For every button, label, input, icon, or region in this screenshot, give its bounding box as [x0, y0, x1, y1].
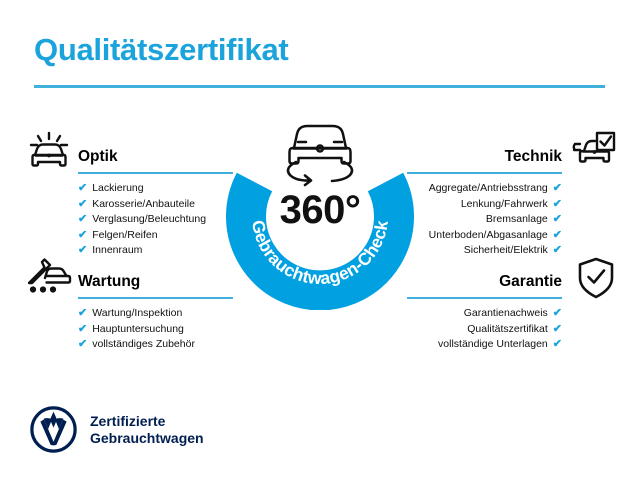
- footer-brand: Zertifizierte Gebrauchtwagen: [30, 406, 204, 453]
- list-item-label: vollständige Unterlagen: [438, 338, 548, 350]
- badge-ring: [226, 172, 414, 310]
- list-item-label: Verglasung/Beleuchtung: [92, 213, 207, 225]
- check-icon: ✔: [552, 338, 562, 350]
- list-item: ✔ Wartung/Inspektion: [78, 306, 233, 322]
- section-header: Wartung: [78, 265, 233, 299]
- badge-degrees: 360°: [279, 188, 361, 232]
- checklist-garantie: ✔ Garantienachweis ✔ Qualitätszertifikat ✔…: [407, 306, 562, 353]
- footer-line-2: Gebrauchtwagen: [90, 429, 204, 446]
- list-item: ✔ vollständige Unterlagen: [407, 337, 562, 353]
- check-icon: ✔: [78, 213, 88, 225]
- checklist-technik: ✔ Aggregate/Antriebsstrang ✔ Lenkung/Fahrw…: [407, 181, 562, 259]
- check-icon: ✔: [78, 197, 88, 210]
- list-item-label: Lackierung: [92, 182, 144, 194]
- list-item-label: Lenkung/Fahrwerk: [460, 197, 548, 210]
- list-item: ✔ Garantienachweis: [407, 306, 562, 322]
- check-icon: ✔: [78, 182, 88, 194]
- page-title: Qualitätszertifikat: [34, 32, 289, 67]
- list-item: ✔ Aggregate/Antriebsstrang: [407, 181, 562, 197]
- check-icon: ✔: [552, 244, 562, 256]
- list-item-label: Felgen/Reifen: [92, 228, 158, 241]
- car-wrench-icon: [25, 256, 73, 301]
- check-icon: ✔: [552, 197, 562, 210]
- vw-logo-icon: [30, 406, 77, 453]
- list-item: ✔ Bremsanlage: [407, 212, 562, 228]
- list-item: ✔ vollständiges Zubehör: [78, 337, 233, 353]
- list-item: ✔ Sicherheit/Elektrik: [407, 243, 562, 259]
- check-icon: ✔: [78, 307, 88, 319]
- section-title: Optik: [78, 148, 118, 165]
- list-item-label: Garantienachweis: [463, 307, 548, 319]
- section-optik: Optik ✔ Lackierung ✔ Karosserie/Anbauteile…: [78, 140, 233, 259]
- check-icon: ✔: [78, 228, 88, 241]
- section-title: Garantie: [499, 273, 562, 290]
- checklist-wartung: ✔ Wartung/Inspektion ✔ Hauptuntersuchung ✔…: [78, 306, 233, 353]
- check-icon: ✔: [552, 213, 562, 225]
- list-item: ✔ Felgen/Reifen: [78, 228, 233, 244]
- list-item: ✔ Lenkung/Fahrwerk: [407, 197, 562, 213]
- check-icon: ✔: [552, 307, 562, 319]
- list-item: ✔ Innenraum: [78, 243, 233, 259]
- section-wartung: Wartung ✔ Wartung/Inspektion ✔ Hauptunters…: [78, 265, 233, 353]
- section-header: Garantie: [407, 265, 562, 299]
- list-item: ✔ Hauptuntersuchung: [78, 322, 233, 338]
- list-item-label: Hauptuntersuchung: [92, 322, 184, 335]
- checklist-optik: ✔ Lackierung ✔ Karosserie/Anbauteile ✔ Verg…: [78, 181, 233, 259]
- section-garantie: Garantie ✔ Garantienachweis ✔ Qualitätszer…: [407, 265, 562, 353]
- check-icon: ✔: [552, 228, 562, 241]
- list-item: ✔ Karosserie/Anbauteile: [78, 197, 233, 213]
- list-item-label: Sicherheit/Elektrik: [463, 244, 548, 256]
- section-divider: [407, 171, 562, 174]
- section-technik: Technik ✔ Aggregate/Antriebsstrang ✔ Lenku…: [407, 140, 562, 259]
- list-item: ✔ Lackierung: [78, 181, 233, 197]
- car-shine-icon: [27, 131, 71, 176]
- check-icon: ✔: [78, 322, 88, 335]
- list-item-label: vollständiges Zubehör: [92, 338, 195, 350]
- section-header: Technik: [407, 140, 562, 174]
- list-item-label: Karosserie/Anbauteile: [92, 197, 195, 210]
- list-item: ✔ Unterboden/Abgasanlage: [407, 228, 562, 244]
- list-item-label: Wartung/Inspektion: [92, 307, 183, 319]
- section-divider: [407, 296, 562, 299]
- list-item-label: Qualitätszertifikat: [467, 322, 548, 335]
- check-icon: ✔: [78, 338, 88, 350]
- car-rotate-icon: [276, 118, 364, 193]
- shield-check-icon: [576, 256, 616, 305]
- list-item-label: Innenraum: [92, 244, 143, 256]
- car-checkbox-icon: [571, 131, 617, 176]
- badge-360-check: Gebrauchtwagen-Check 360°: [226, 122, 414, 310]
- section-title: Technik: [504, 148, 562, 165]
- footer-line-1: Zertifizierte: [90, 412, 166, 429]
- section-divider: [78, 171, 233, 174]
- list-item: ✔ Verglasung/Beleuchtung: [78, 212, 233, 228]
- list-item-label: Bremsanlage: [485, 213, 548, 225]
- list-item: ✔ Qualitätszertifikat: [407, 322, 562, 338]
- section-title: Wartung: [78, 273, 141, 290]
- section-divider: [78, 296, 233, 299]
- check-icon: ✔: [552, 182, 562, 194]
- check-icon: ✔: [78, 244, 88, 256]
- list-item-label: Aggregate/Antriebsstrang: [428, 182, 548, 194]
- footer-brand-text: Zertifizierte Gebrauchtwagen: [90, 413, 204, 447]
- title-divider: [34, 85, 605, 88]
- check-icon: ✔: [552, 322, 562, 335]
- section-header: Optik: [78, 140, 233, 174]
- list-item-label: Unterboden/Abgasanlage: [428, 228, 548, 241]
